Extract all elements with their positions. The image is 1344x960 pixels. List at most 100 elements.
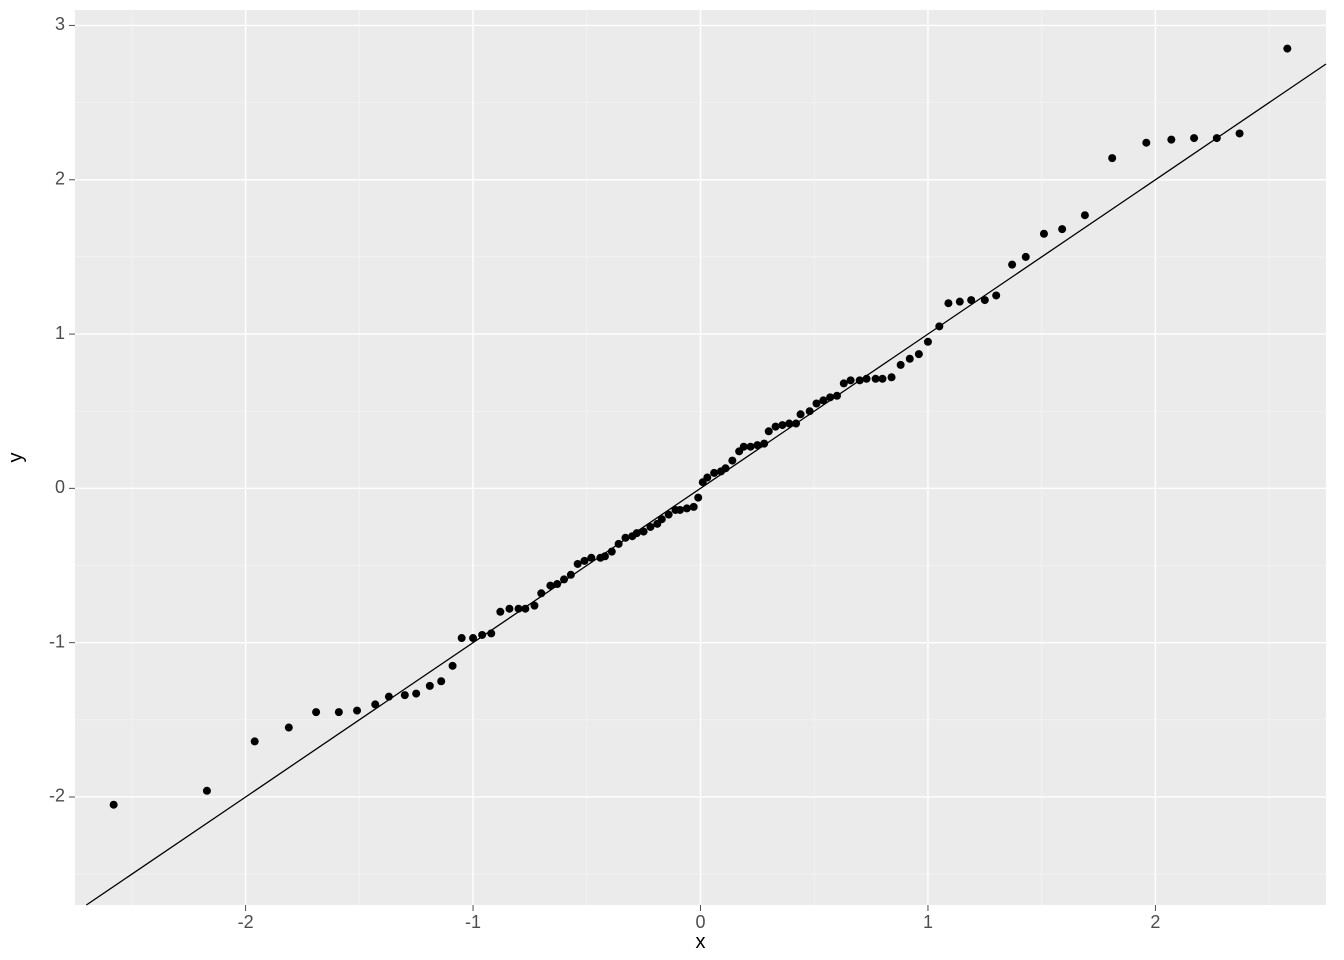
data-point <box>449 662 457 670</box>
data-point <box>747 443 755 451</box>
data-point <box>956 298 964 306</box>
y-tick-label: 1 <box>55 323 65 343</box>
data-point <box>753 441 761 449</box>
data-point <box>992 291 1000 299</box>
data-point <box>1167 136 1175 144</box>
data-point <box>530 602 538 610</box>
data-point <box>312 708 320 716</box>
data-point <box>496 608 504 616</box>
y-axis-title: y <box>5 453 27 463</box>
data-point <box>580 557 588 565</box>
data-point <box>412 690 420 698</box>
data-point <box>740 443 748 451</box>
data-point <box>840 379 848 387</box>
data-point <box>110 801 118 809</box>
data-point <box>676 506 684 514</box>
data-point <box>833 392 841 400</box>
data-point <box>856 376 864 384</box>
data-point <box>537 589 545 597</box>
data-point <box>778 421 786 429</box>
data-point <box>797 410 805 418</box>
data-point <box>335 708 343 716</box>
data-point <box>646 523 654 531</box>
data-point <box>710 469 718 477</box>
data-point <box>487 629 495 637</box>
data-point <box>251 737 259 745</box>
data-point <box>567 571 575 579</box>
data-point <box>1008 261 1016 269</box>
data-point <box>765 427 773 435</box>
y-tick-label: 2 <box>55 168 65 188</box>
x-tick-label: 1 <box>923 912 933 932</box>
data-point <box>878 375 886 383</box>
data-point <box>371 700 379 708</box>
data-point <box>437 677 445 685</box>
data-point <box>285 724 293 732</box>
data-point <box>621 534 629 542</box>
data-point <box>888 373 896 381</box>
data-point <box>426 682 434 690</box>
data-point <box>1213 134 1221 142</box>
data-point <box>469 634 477 642</box>
data-point <box>915 350 923 358</box>
x-tick-label: -1 <box>465 912 481 932</box>
data-point <box>981 296 989 304</box>
y-tick-label: 0 <box>55 477 65 497</box>
data-point <box>703 474 711 482</box>
data-point <box>728 457 736 465</box>
data-point <box>924 338 932 346</box>
data-point <box>760 440 768 448</box>
data-point <box>863 375 871 383</box>
data-point <box>944 299 952 307</box>
data-point <box>722 464 730 472</box>
data-point <box>574 560 582 568</box>
data-point <box>601 552 609 560</box>
data-point <box>935 322 943 330</box>
data-point <box>694 494 702 502</box>
data-point <box>640 528 648 536</box>
data-point <box>560 575 568 583</box>
data-point <box>690 503 698 511</box>
data-point <box>515 605 523 613</box>
data-point <box>385 693 393 701</box>
data-point <box>505 605 513 613</box>
data-point <box>785 420 793 428</box>
data-point <box>1081 211 1089 219</box>
qq-plot: -2-1012-2-10123xy <box>0 0 1344 960</box>
data-point <box>806 407 814 415</box>
data-point <box>847 376 855 384</box>
x-axis-title: x <box>696 931 706 953</box>
data-point <box>203 787 211 795</box>
data-point <box>608 548 616 556</box>
data-point <box>1283 45 1291 53</box>
data-point <box>1142 139 1150 147</box>
data-point <box>633 529 641 537</box>
data-point <box>826 393 834 401</box>
data-point <box>967 296 975 304</box>
data-point <box>1190 134 1198 142</box>
data-point <box>546 582 554 590</box>
data-point <box>553 580 561 588</box>
data-point <box>353 707 361 715</box>
data-point <box>401 691 409 699</box>
data-point <box>478 631 486 639</box>
x-tick-label: 2 <box>1150 912 1160 932</box>
data-point <box>521 605 529 613</box>
y-tick-label: -2 <box>49 786 65 806</box>
x-tick-label: -2 <box>238 912 254 932</box>
data-point <box>665 511 673 519</box>
data-point <box>587 554 595 562</box>
data-point <box>813 399 821 407</box>
data-point <box>683 504 691 512</box>
data-point <box>615 540 623 548</box>
data-point <box>1040 230 1048 238</box>
data-point <box>1022 253 1030 261</box>
data-point <box>819 396 827 404</box>
data-point <box>1058 225 1066 233</box>
data-point <box>458 634 466 642</box>
data-point <box>906 355 914 363</box>
y-tick-label: -1 <box>49 631 65 651</box>
data-point <box>792 420 800 428</box>
chart-svg: -2-1012-2-10123xy <box>0 0 1344 960</box>
data-point <box>897 361 905 369</box>
